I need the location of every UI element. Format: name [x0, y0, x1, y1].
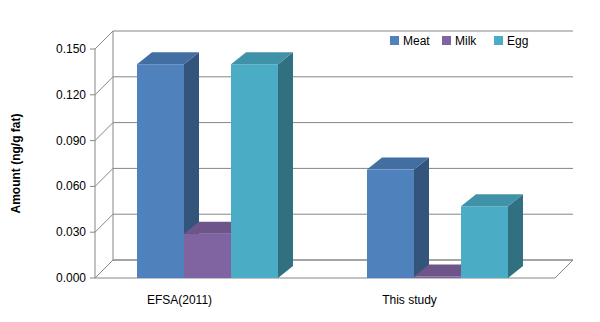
category-label: EFSA(2011): [147, 293, 212, 307]
bars: [137, 52, 523, 278]
tick-label: 0.000: [56, 271, 86, 285]
bar-side: [508, 194, 523, 278]
legend-swatch: [442, 36, 451, 45]
bar: [367, 158, 429, 278]
bar-side: [414, 158, 429, 278]
bar-top: [461, 194, 523, 206]
tick-mark: [90, 140, 95, 141]
legend-label: Meat: [403, 34, 430, 48]
bar: [461, 194, 523, 278]
bar-side: [278, 52, 293, 278]
legend-swatch: [390, 36, 399, 45]
bar-top: [367, 158, 429, 170]
y-axis: 0.000 0.030 0.060 0.090 0.120 0.150: [56, 31, 573, 285]
bar-front: [367, 170, 414, 278]
bar-top: [137, 52, 199, 64]
legend-label: Egg: [507, 34, 528, 48]
legend-label: Milk: [455, 34, 477, 48]
legend-swatch: [494, 36, 503, 45]
tick-label: 0.090: [56, 134, 86, 148]
grid-line: [95, 31, 573, 49]
category-label: This study: [382, 293, 437, 307]
tick-label: 0.120: [56, 88, 86, 102]
tick-mark: [90, 186, 95, 187]
legend: Meat Milk Egg: [390, 34, 528, 48]
walls: [95, 31, 573, 278]
tick-mark: [90, 232, 95, 233]
bar: [231, 52, 293, 278]
bar-front: [137, 64, 184, 278]
bar-front: [231, 64, 278, 278]
bar-front: [184, 234, 231, 278]
tick-label: 0.030: [56, 225, 86, 239]
bar-top: [231, 52, 293, 64]
tick-mark: [90, 49, 95, 50]
chart-container: 0.000 0.030 0.060 0.090 0.120 0.150 Amount (ng…: [0, 0, 600, 322]
tick-label: 0.150: [56, 42, 86, 56]
tick-mark: [90, 94, 95, 95]
bar-front: [414, 276, 461, 278]
tick-label: 0.060: [56, 179, 86, 193]
left-wall-back: [113, 31, 114, 260]
y-axis-label: Amount (ng/g fat): [9, 114, 23, 214]
left-wall-front: [95, 49, 96, 278]
bar-front: [461, 206, 508, 278]
chart-svg: 0.000 0.030 0.060 0.090 0.120 0.150 Amount (ng…: [0, 0, 600, 322]
tick-mark: [90, 278, 95, 279]
